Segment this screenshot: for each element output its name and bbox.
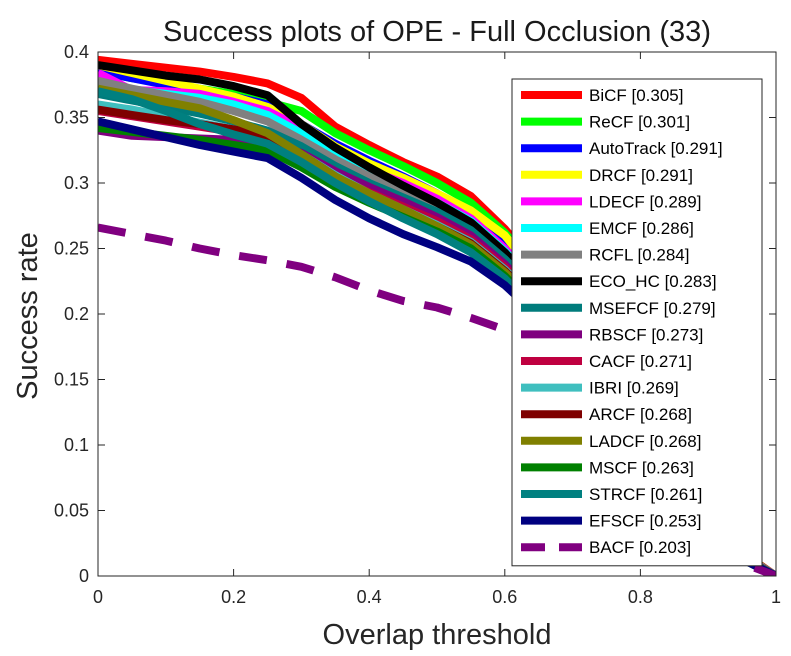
legend-entry-16: EFSCF [0.253] [589,512,701,531]
legend-entry-8: MSEFCF [0.279] [589,299,716,318]
legend-entry-12: ARCF [0.268] [589,405,692,424]
legend-entry-17: BACF [0.203] [589,538,691,557]
x-tick-label: 1 [771,587,781,607]
x-tick-label: 0.2 [221,587,246,607]
y-tick-label: 0.15 [54,370,89,390]
y-tick-label: 0.1 [64,435,89,455]
legend-entry-10: CACF [0.271] [589,352,692,371]
x-tick-label: 0.8 [628,587,653,607]
legend-entry-6: RCFL [0.284] [589,246,689,265]
x-tick-label: 0 [93,587,103,607]
y-tick-label: 0.4 [64,42,89,62]
legend-entry-11: IBRI [0.269] [589,379,679,398]
legend-entry-9: RBSCF [0.273] [589,325,703,344]
legend-entry-7: ECO_HC [0.283] [589,272,717,291]
legend-box [511,78,763,567]
y-tick-label: 0.25 [54,239,89,259]
x-tick-label: 0.6 [492,587,517,607]
legend-entry-0: BiCF [0.305] [589,86,684,105]
legend: BiCF [0.305] ReCF [0.301] AutoTrack [0.291… [511,78,763,567]
legend-entry-15: STRCF [0.261] [589,485,702,504]
legend-entry-13: LADCF [0.268] [589,432,701,451]
y-tick-label: 0.3 [64,173,89,193]
legend-entry-3: DRCF [0.291] [589,166,693,185]
x-axis-label: Overlap threshold [323,619,552,651]
x-tick-label: 0.4 [357,587,382,607]
y-axis-label: Success rate [12,232,44,400]
y-tick-label: 0.35 [54,108,89,128]
chart-title: Success plots of OPE - Full Occlusion (3… [163,16,711,48]
legend-entry-1: ReCF [0.301] [589,113,690,132]
legend-entry-4: LDECF [0.289] [589,192,701,211]
y-tick-label: 0.05 [54,501,89,521]
legend-entry-5: EMCF [0.286] [589,219,694,238]
y-tick-label: 0.2 [64,304,89,324]
axes: 0 0.2 0.4 0.6 0.8 1 0 0.05 0.1 0.15 0.2 0.25 0.3 0.35… [54,42,781,607]
legend-entry-2: AutoTrack [0.291] [589,139,723,158]
y-tick-label: 0 [79,566,89,586]
legend-entry-14: MSCF [0.263] [589,458,694,477]
